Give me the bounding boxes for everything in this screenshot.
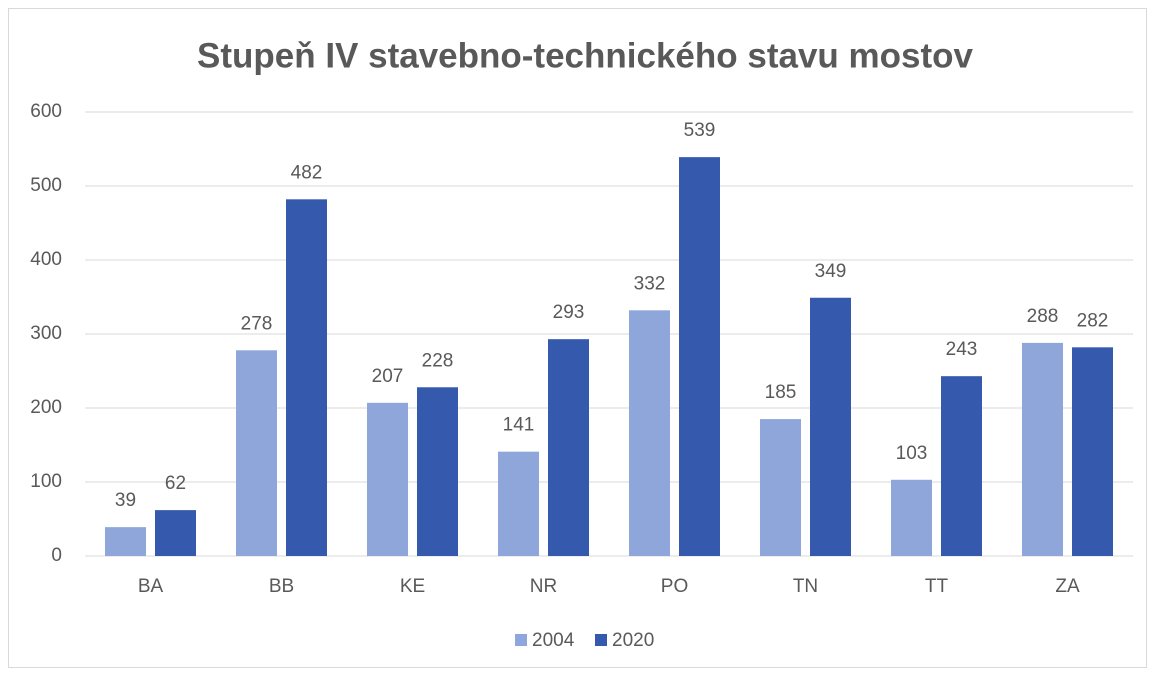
data-label: 282: [1077, 310, 1109, 331]
y-tick-label: 500: [30, 175, 62, 196]
data-label: 243: [946, 339, 978, 360]
data-label: 332: [634, 273, 666, 294]
bar: [105, 527, 146, 556]
bar: [629, 310, 670, 556]
bar: [417, 387, 458, 556]
data-label: 288: [1027, 306, 1059, 327]
x-tick-label: BA: [138, 576, 164, 597]
x-tick-label: TT: [925, 576, 949, 597]
y-tick-label: 400: [30, 249, 62, 270]
data-label: 228: [422, 350, 454, 371]
y-tick-label: 200: [30, 397, 62, 418]
data-label: 207: [372, 366, 404, 387]
bar: [679, 157, 720, 556]
x-tick-label: TN: [793, 576, 818, 597]
x-tick-label: KE: [400, 576, 425, 597]
y-tick-label: 0: [51, 545, 62, 566]
y-tick-label: 100: [30, 471, 62, 492]
x-tick-label: NR: [530, 576, 557, 597]
bar: [548, 339, 589, 556]
chart-title: Stupeň IV stavebno-technického stavu mos…: [197, 36, 974, 75]
bar: [498, 451, 539, 556]
bar: [1022, 342, 1063, 556]
data-label: 185: [765, 382, 797, 403]
legend-label: 2004: [532, 630, 575, 651]
legend-swatch: [595, 634, 607, 646]
x-tick-label: ZA: [1055, 576, 1080, 597]
data-label: 39: [115, 490, 136, 511]
bar: [236, 350, 277, 556]
y-tick-label: 300: [30, 323, 62, 344]
bar: [760, 419, 801, 556]
data-label: 539: [684, 120, 716, 141]
x-tick-label: BB: [269, 576, 294, 597]
bar: [155, 510, 196, 556]
data-label: 349: [815, 261, 847, 282]
bar: [941, 376, 982, 556]
data-label: 278: [241, 313, 273, 334]
x-tick-label: PO: [661, 576, 688, 597]
bar: [286, 199, 327, 556]
data-label: 482: [291, 162, 323, 183]
legend-label: 2020: [612, 630, 654, 651]
bar: [810, 297, 851, 556]
legend-swatch: [515, 634, 527, 646]
data-label: 103: [896, 443, 928, 464]
chart-border: [8, 8, 1147, 668]
data-label: 141: [503, 415, 535, 436]
data-label: 62: [165, 473, 186, 494]
bar: [891, 479, 932, 556]
bar: [1072, 347, 1113, 556]
bar: [367, 402, 408, 556]
data-label: 293: [553, 302, 585, 323]
y-tick-label: 600: [30, 101, 62, 122]
